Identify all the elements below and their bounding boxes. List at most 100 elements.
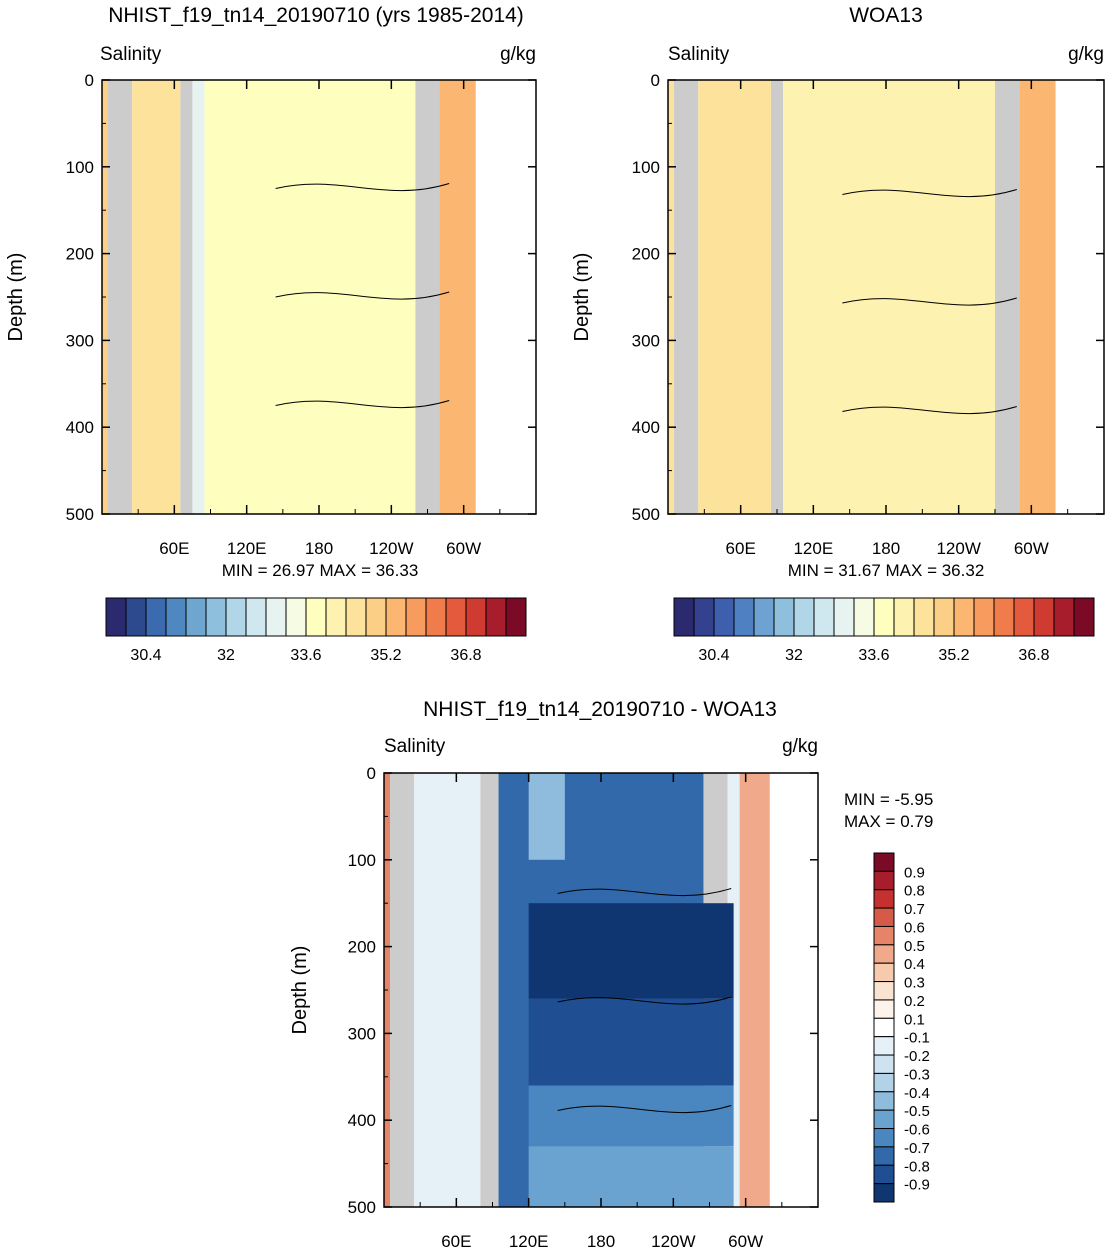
panel-model-colorbar: 30.4 32 33.6 35.2 36.8 (105, 597, 527, 664)
colorbar-cell-13 (933, 597, 955, 637)
contour-line-2 (842, 297, 1017, 306)
colorbar-cell-1 (693, 597, 715, 637)
panel-model-plot: 0 100 200 300 400 500 60E 120E 180 120W 60W (66, 71, 537, 558)
field-column-3 (770, 80, 784, 514)
colorbar-cell-6 (793, 597, 815, 637)
y-tick-label-4: 400 (632, 418, 660, 437)
colorbar-cell-20 (1073, 597, 1095, 637)
colorbar-cell-17 (873, 1164, 895, 1185)
colorbar-label-3: 0.6 (904, 919, 925, 936)
colorbar-cell-14 (385, 597, 407, 637)
field-column-1 (108, 80, 133, 514)
colorbar-label-8: 0.1 (904, 1011, 925, 1028)
colorbar-cell-4 (185, 597, 207, 637)
colorbar-cell-7 (873, 981, 895, 1001)
colorbar-cell-12 (345, 597, 367, 637)
colorbar-label-1: 32 (217, 647, 235, 664)
colorbar-label-10: -0.2 (904, 1048, 930, 1065)
x-tick-label-1: 120E (793, 539, 833, 558)
y-tick-label-1: 100 (348, 851, 376, 870)
colorbar-cell-4 (753, 597, 775, 637)
colorbar-label-2: 33.6 (858, 647, 889, 664)
panel-woa-left-label: Salinity (668, 44, 730, 65)
colorbar-cell-9 (873, 1017, 895, 1038)
colorbar-cell-3 (873, 907, 895, 927)
colorbar-label-3: 35.2 (938, 647, 969, 664)
colorbar-cell-7 (813, 597, 835, 637)
colorbar-cell-17 (445, 597, 467, 637)
colorbar-label-0: 30.4 (130, 647, 161, 664)
colorbar-cell-0 (873, 852, 895, 872)
colorbar-label-4: 0.5 (904, 938, 925, 955)
panel-diff: NHIST_f19_tn14_20190710 - WOA13 Salinity… (289, 698, 933, 1251)
contour-line-1 (275, 183, 450, 192)
colorbar-cell-1 (873, 870, 895, 891)
colorbar-cell-16 (873, 1146, 895, 1166)
field-column-7 (739, 773, 770, 1207)
panel-woa-stats: MIN = 31.67 MAX = 36.32 (788, 561, 985, 580)
field-column-5 (204, 80, 416, 514)
panel-diff-title: NHIST_f19_tn14_20190710 - WOA13 (423, 698, 777, 721)
colorbar-cell-4 (873, 925, 895, 946)
x-tick-label-0: 60E (441, 1232, 471, 1251)
field-column-6 (1019, 80, 1056, 514)
colorbar-cell-1 (125, 597, 147, 637)
y-tick-label-1: 100 (632, 158, 660, 177)
x-tick-label-1: 120E (227, 539, 267, 558)
colorbar-cell-15 (973, 597, 995, 637)
colorbar-label-0: 0.9 (904, 864, 925, 881)
colorbar-cell-16 (993, 597, 1015, 637)
colorbar-cell-10 (873, 597, 895, 637)
y-tick-label-3: 300 (348, 1024, 376, 1043)
panel-woa-right-label: g/kg (1068, 44, 1104, 65)
colorbar-label-1: 32 (785, 647, 803, 664)
panel-woa-plot: 0 100 200 300 400 500 60E 120E 180 120W 60W (632, 71, 1105, 558)
colorbar-label-12: -0.4 (904, 1085, 930, 1102)
contour-line-2 (557, 996, 732, 1005)
x-tick-label-0: 60E (159, 539, 189, 558)
panel-diff-colorbar: 0.9 0.80.70.6 0.50.4 0.30.20.1 -0.1-0.2-0.3 -… (873, 852, 930, 1203)
colorbar-cell-17 (1013, 597, 1035, 637)
colorbar-label-4: 36.8 (1018, 647, 1049, 664)
y-tick-label-2: 200 (66, 245, 94, 264)
colorbar-label-16: -0.8 (904, 1158, 930, 1175)
x-tick-label-0: 60E (726, 539, 756, 558)
colorbar-cell-0 (673, 597, 695, 637)
panel-woa: WOA13 Salinity g/kg Depth (m) 0 100 200 300… (571, 4, 1105, 664)
colorbar-label-7: 0.2 (904, 993, 925, 1010)
field-column-1 (390, 773, 415, 1207)
y-tick-label-0: 0 (85, 71, 94, 90)
field-column-2 (698, 80, 771, 514)
y-tick-label-2: 200 (632, 245, 660, 264)
contour-line-3 (275, 400, 450, 409)
colorbar-cell-11 (893, 597, 915, 637)
colorbar-cell-6 (225, 597, 247, 637)
colorbar-label-5: 0.4 (904, 956, 925, 973)
field-column-3 (180, 80, 193, 514)
panel-diff-plot: 0 100 200 300 400 500 60E 120E 180 120W 60W (348, 764, 819, 1251)
y-tick-label-4: 400 (348, 1111, 376, 1130)
panel-diff-right-label: g/kg (782, 736, 818, 757)
field-column-4 (192, 80, 205, 514)
colorbar-cell-12 (873, 1072, 895, 1093)
panel-model: NHIST_f19_tn14_20190710 (yrs 1985-2014) … (5, 4, 537, 664)
y-tick-label-0: 0 (367, 764, 376, 783)
y-tick-label-0: 0 (651, 71, 660, 90)
x-tick-label-3: 120W (369, 539, 413, 558)
x-tick-label-2: 180 (872, 539, 900, 558)
panel-model-ylabel: Depth (m) (5, 253, 27, 342)
colorbar-cell-9 (853, 597, 875, 637)
colorbar-cell-5 (205, 597, 227, 637)
colorbar-cell-18 (1033, 597, 1055, 637)
colorbar-cell-18 (873, 1183, 895, 1203)
y-tick-label-1: 100 (66, 158, 94, 177)
y-tick-label-5: 500 (348, 1198, 376, 1217)
y-tick-label-5: 500 (66, 505, 94, 524)
colorbar-cell-7 (245, 597, 267, 637)
field-band-4 (528, 773, 565, 860)
contour-line-1 (557, 888, 732, 897)
colorbar-cell-20 (505, 597, 527, 637)
field-band-0 (528, 903, 734, 999)
colorbar-label-2: 0.7 (904, 901, 925, 918)
colorbar-cell-11 (873, 1054, 895, 1074)
